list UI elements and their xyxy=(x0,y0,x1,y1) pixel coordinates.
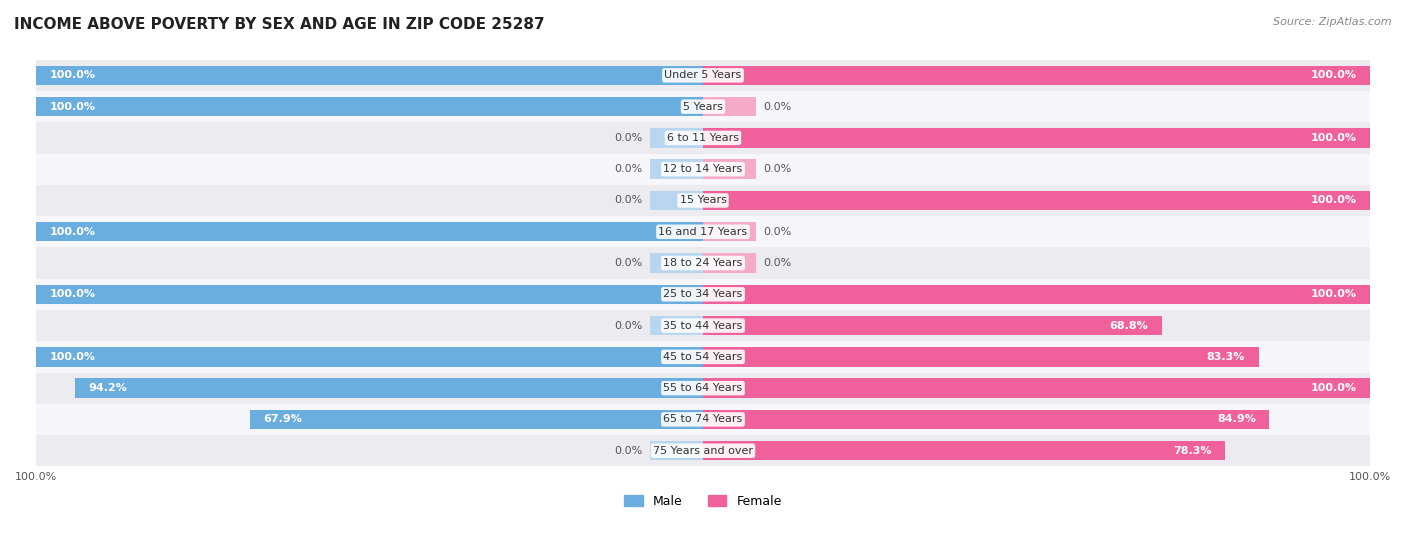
Text: 0.0%: 0.0% xyxy=(614,164,643,174)
Bar xyxy=(703,128,1369,148)
Text: 100.0%: 100.0% xyxy=(1310,70,1357,80)
Bar xyxy=(703,347,1258,367)
Bar xyxy=(703,222,756,241)
Bar xyxy=(37,65,703,85)
Bar xyxy=(75,378,703,398)
Bar xyxy=(37,97,703,116)
Bar xyxy=(703,97,756,116)
Text: 35 to 44 Years: 35 to 44 Years xyxy=(664,321,742,330)
Bar xyxy=(650,191,703,210)
Bar xyxy=(703,191,1369,210)
Bar xyxy=(703,316,1161,335)
Text: 0.0%: 0.0% xyxy=(763,102,792,112)
Text: 0.0%: 0.0% xyxy=(614,196,643,206)
Text: 6 to 11 Years: 6 to 11 Years xyxy=(666,133,740,143)
Bar xyxy=(703,285,1369,304)
Text: 0.0%: 0.0% xyxy=(763,164,792,174)
Text: 94.2%: 94.2% xyxy=(89,383,127,393)
Text: 100.0%: 100.0% xyxy=(1310,196,1357,206)
Text: 0.0%: 0.0% xyxy=(614,446,643,456)
Bar xyxy=(37,347,703,367)
Bar xyxy=(703,410,1270,429)
Text: 83.3%: 83.3% xyxy=(1206,352,1246,362)
Bar xyxy=(703,65,1369,85)
Text: 0.0%: 0.0% xyxy=(614,258,643,268)
Text: Under 5 Years: Under 5 Years xyxy=(665,70,741,80)
Bar xyxy=(650,441,703,461)
Text: 25 to 34 Years: 25 to 34 Years xyxy=(664,290,742,299)
Text: 100.0%: 100.0% xyxy=(49,290,96,299)
Bar xyxy=(37,185,1369,216)
Text: 15 Years: 15 Years xyxy=(679,196,727,206)
Bar xyxy=(37,222,703,241)
Text: 55 to 64 Years: 55 to 64 Years xyxy=(664,383,742,393)
Text: 18 to 24 Years: 18 to 24 Years xyxy=(664,258,742,268)
Bar xyxy=(37,248,1369,279)
Text: 100.0%: 100.0% xyxy=(1310,133,1357,143)
Bar xyxy=(37,341,1369,372)
Bar xyxy=(703,253,756,273)
Bar xyxy=(703,441,1225,461)
Text: 0.0%: 0.0% xyxy=(614,133,643,143)
Text: 84.9%: 84.9% xyxy=(1218,414,1256,424)
Bar xyxy=(703,159,756,179)
Text: 100.0%: 100.0% xyxy=(1310,383,1357,393)
Bar xyxy=(650,253,703,273)
Text: 100.0%: 100.0% xyxy=(49,227,96,237)
Bar xyxy=(37,310,1369,341)
Text: 100.0%: 100.0% xyxy=(49,70,96,80)
Bar xyxy=(250,410,703,429)
Text: 0.0%: 0.0% xyxy=(614,321,643,330)
Text: 12 to 14 Years: 12 to 14 Years xyxy=(664,164,742,174)
Legend: Male, Female: Male, Female xyxy=(619,490,787,513)
Bar xyxy=(37,404,1369,435)
Bar xyxy=(37,60,1369,91)
Text: 100.0%: 100.0% xyxy=(1310,290,1357,299)
Text: 100.0%: 100.0% xyxy=(49,352,96,362)
Text: 75 Years and over: 75 Years and over xyxy=(652,446,754,456)
Bar xyxy=(650,159,703,179)
Text: INCOME ABOVE POVERTY BY SEX AND AGE IN ZIP CODE 25287: INCOME ABOVE POVERTY BY SEX AND AGE IN Z… xyxy=(14,17,544,32)
Text: 0.0%: 0.0% xyxy=(763,258,792,268)
Bar xyxy=(703,378,1369,398)
Bar xyxy=(37,91,1369,122)
Bar xyxy=(650,128,703,148)
Text: 65 to 74 Years: 65 to 74 Years xyxy=(664,414,742,424)
Bar xyxy=(37,435,1369,466)
Bar xyxy=(37,154,1369,185)
Text: 68.8%: 68.8% xyxy=(1109,321,1149,330)
Text: 67.9%: 67.9% xyxy=(263,414,302,424)
Text: 100.0%: 100.0% xyxy=(49,102,96,112)
Bar xyxy=(37,122,1369,154)
Bar xyxy=(37,216,1369,248)
Bar xyxy=(37,285,703,304)
Text: 5 Years: 5 Years xyxy=(683,102,723,112)
Text: 45 to 54 Years: 45 to 54 Years xyxy=(664,352,742,362)
Bar xyxy=(650,316,703,335)
Text: 16 and 17 Years: 16 and 17 Years xyxy=(658,227,748,237)
Text: 78.3%: 78.3% xyxy=(1174,446,1212,456)
Bar xyxy=(37,279,1369,310)
Bar xyxy=(37,372,1369,404)
Text: Source: ZipAtlas.com: Source: ZipAtlas.com xyxy=(1274,17,1392,27)
Text: 0.0%: 0.0% xyxy=(763,227,792,237)
